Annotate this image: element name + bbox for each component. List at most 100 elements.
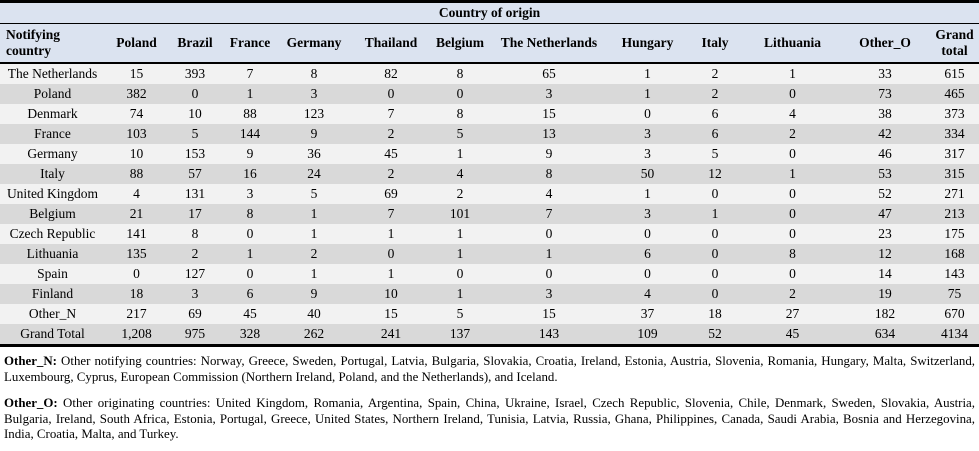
cell-value: 0 [610, 224, 685, 244]
column-header: Hungary [610, 23, 685, 64]
cell-value: 127 [168, 264, 222, 284]
cell-value: 53 [840, 164, 930, 184]
cell-value: 0 [745, 184, 840, 204]
cell-value: 8 [432, 63, 488, 84]
cell-value: 1 [350, 224, 432, 244]
cell-value: 57 [168, 164, 222, 184]
cell-value: 1 [350, 264, 432, 284]
column-header: Other_O [840, 23, 930, 64]
cell-value: 27 [745, 304, 840, 324]
cell-value: 0 [432, 264, 488, 284]
cell-value: 2 [350, 164, 432, 184]
footnote-other-o-text: Other originating countries: United King… [4, 396, 975, 441]
row-label: Germany [0, 144, 105, 164]
table-row: Czech Republic 141 8 0 1 1 1 0 0 0 0 23 175 [0, 224, 979, 244]
row-label: Other_N [0, 304, 105, 324]
cell-value: 975 [168, 324, 222, 346]
cell-value: 40 [278, 304, 350, 324]
table-row: Lithuania 135 2 1 2 0 1 1 6 0 8 12 168 [0, 244, 979, 264]
grand-total-row: Grand Total 1,208 975 328 262 241 137 143 109 52 4… [0, 324, 979, 346]
cell-value: 315 [930, 164, 979, 184]
cell-value: 615 [930, 63, 979, 84]
cell-value: 0 [745, 144, 840, 164]
cell-value: 153 [168, 144, 222, 164]
row-label: United Kingdom [0, 184, 105, 204]
cell-value: 1 [278, 264, 350, 284]
row-label: Czech Republic [0, 224, 105, 244]
cell-value: 0 [222, 264, 278, 284]
table-title-row: Country of origin [0, 1, 979, 24]
cell-value: 143 [930, 264, 979, 284]
cell-value: 1 [488, 244, 610, 264]
cell-value: 10 [105, 144, 168, 164]
cell-value: 45 [350, 144, 432, 164]
cell-value: 123 [278, 104, 350, 124]
row-label: Denmark [0, 104, 105, 124]
cell-value: 16 [222, 164, 278, 184]
footnote-other-n-text: Other notifying countries: Norway, Greec… [4, 354, 975, 384]
footnote-other-n: Other_N: Other notifying countries: Norw… [4, 354, 975, 385]
row-label: Spain [0, 264, 105, 284]
cell-value: 74 [105, 104, 168, 124]
cell-value: 1 [432, 244, 488, 264]
cell-value: 12 [840, 244, 930, 264]
row-header-label: Notifying country [0, 23, 105, 64]
cell-value: 21 [105, 204, 168, 224]
cell-value: 1 [222, 84, 278, 104]
cell-value: 3 [610, 204, 685, 224]
cell-value: 37 [610, 304, 685, 324]
cell-value: 12 [685, 164, 745, 184]
cell-value: 2 [168, 244, 222, 264]
cell-value: 465 [930, 84, 979, 104]
row-label: Lithuania [0, 244, 105, 264]
row-label: Italy [0, 164, 105, 184]
cell-value: 8 [168, 224, 222, 244]
table-title: Country of origin [0, 1, 979, 24]
cell-value: 4 [105, 184, 168, 204]
cell-value: 328 [222, 324, 278, 346]
cell-value: 634 [840, 324, 930, 346]
cell-value: 0 [685, 244, 745, 264]
cell-value: 69 [168, 304, 222, 324]
cell-value: 2 [685, 63, 745, 84]
cell-value: 1 [745, 63, 840, 84]
cell-value: 9 [488, 144, 610, 164]
cell-value: 1 [745, 164, 840, 184]
cell-value: 8 [222, 204, 278, 224]
cell-value: 0 [685, 284, 745, 304]
cell-value: 15 [350, 304, 432, 324]
cell-value: 3 [222, 184, 278, 204]
cell-value: 1 [432, 224, 488, 244]
cell-value: 2 [432, 184, 488, 204]
cell-value: 10 [168, 104, 222, 124]
row-label: France [0, 124, 105, 144]
table-row: Italy 88 57 16 24 2 4 8 50 12 1 53 315 [0, 164, 979, 184]
table-row: United Kingdom 4 131 3 5 69 2 4 1 0 0 52 271 [0, 184, 979, 204]
cell-value: 5 [432, 124, 488, 144]
cell-value: 271 [930, 184, 979, 204]
cell-value: 101 [432, 204, 488, 224]
column-header: France [222, 23, 278, 64]
cell-value: 1 [610, 63, 685, 84]
cell-value: 13 [488, 124, 610, 144]
cell-value: 0 [685, 184, 745, 204]
footnotes-section: Other_N: Other notifying countries: Norw… [0, 347, 979, 443]
cell-value: 4 [432, 164, 488, 184]
cell-value: 5 [168, 124, 222, 144]
cell-value: 393 [168, 63, 222, 84]
cell-value: 3 [488, 84, 610, 104]
cell-value: 0 [610, 104, 685, 124]
cell-value: 0 [745, 204, 840, 224]
cell-value: 241 [350, 324, 432, 346]
cell-value: 38 [840, 104, 930, 124]
cell-value: 1 [432, 284, 488, 304]
cell-value: 7 [222, 63, 278, 84]
row-label: Finland [0, 284, 105, 304]
row-label: The Netherlands [0, 63, 105, 84]
cell-value: 75 [930, 284, 979, 304]
cell-value: 4 [488, 184, 610, 204]
cell-value: 5 [685, 144, 745, 164]
cell-value: 8 [745, 244, 840, 264]
cell-value: 143 [488, 324, 610, 346]
table-row: Belgium 21 17 8 1 7 101 7 3 1 0 47 213 [0, 204, 979, 224]
